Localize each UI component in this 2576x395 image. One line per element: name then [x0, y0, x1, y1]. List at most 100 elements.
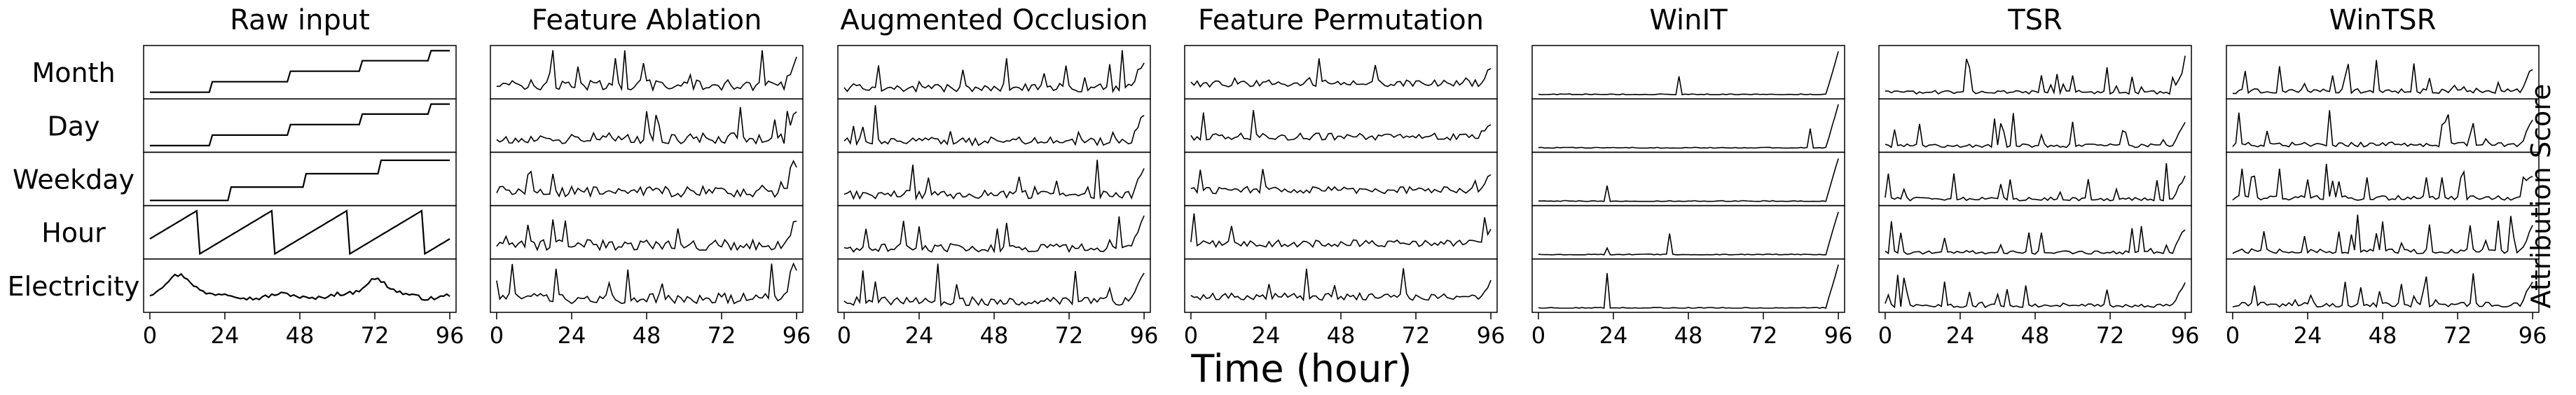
x-tick-label: 48 — [2021, 322, 2050, 349]
x-tick-label: 96 — [436, 322, 464, 349]
x-tick-label: 0 — [143, 322, 157, 349]
series-line-electricity — [496, 262, 797, 305]
series-line-electricity — [149, 272, 450, 301]
panel-title: WinIT — [1649, 4, 1728, 36]
panels-layer: Raw input 0 24 48 72 96 Feature Ablation 0 24 48 7… — [8, 4, 2547, 349]
series-line-day — [1538, 104, 1839, 149]
series-line-month — [496, 50, 797, 92]
series-line-day — [149, 103, 450, 146]
subplot-frame-weekday — [490, 151, 804, 207]
series-line-day — [843, 105, 1145, 147]
subplot-frame-month — [837, 45, 1151, 99]
series-line-month — [843, 50, 1145, 94]
panel-6: WinTSR 0 24 48 72 96 — [2226, 4, 2547, 349]
x-tick-label: 48 — [980, 322, 1009, 349]
x-tick-label: 48 — [1327, 322, 1356, 349]
x-tick-label: 48 — [1674, 322, 1703, 349]
subplot-frame-month — [143, 45, 457, 99]
subplot-frame-weekday — [837, 151, 1151, 207]
subplot-frame-hour — [1184, 205, 1498, 260]
x-tick-label: 72 — [1055, 322, 1084, 349]
series-line-hour — [1538, 212, 1839, 256]
panel-title: Augmented Occlusion — [840, 4, 1148, 36]
x-tick-label: 48 — [286, 322, 315, 349]
series-line-electricity — [2232, 273, 2533, 308]
series-line-weekday — [843, 160, 1145, 201]
series-line-weekday — [2232, 163, 2533, 201]
subplot-frame-electricity — [490, 258, 804, 313]
subplot-frame-hour — [1531, 205, 1845, 260]
panel-title: TSR — [2007, 4, 2062, 36]
series-line-weekday — [1190, 169, 1492, 195]
series-line-electricity — [1885, 275, 2186, 309]
panel-2: Augmented Occlusion 0 24 48 72 96 — [837, 4, 1159, 349]
x-tick-label: 0 — [1531, 322, 1545, 349]
x-tick-label: 24 — [211, 322, 240, 349]
series-line-hour — [496, 219, 797, 251]
subplot-frame-day — [1531, 98, 1845, 153]
subplot-frame-weekday — [1531, 151, 1845, 207]
subplot-frame-electricity — [1531, 258, 1845, 313]
x-tick-label: 96 — [2171, 322, 2200, 349]
panel-0: Raw input 0 24 48 72 96 — [143, 4, 464, 349]
panel-title: Feature Permutation — [1198, 4, 1484, 36]
series-line-month — [1885, 55, 2186, 95]
x-tick-label: 72 — [1402, 322, 1431, 349]
x-tick-label: 96 — [2519, 322, 2547, 349]
feature-labels: Month Day Weekday Hour Electricity — [8, 57, 140, 302]
x-tick-label: 72 — [708, 322, 736, 349]
x-tick-label: 24 — [1252, 322, 1281, 349]
series-line-day — [1190, 110, 1492, 141]
x-tick-label: 0 — [1184, 322, 1198, 349]
subplot-frame-hour — [2226, 205, 2540, 260]
series-line-weekday — [1538, 158, 1839, 202]
feature-label: Weekday — [13, 165, 135, 195]
y-axis-label: Attribution Score — [2526, 84, 2556, 309]
subplot-frame-month — [490, 45, 804, 99]
x-tick-label: 96 — [1824, 322, 1853, 349]
series-line-weekday — [1885, 162, 2186, 202]
series-line-month — [1538, 51, 1839, 96]
panel-1: Feature Ablation 0 24 48 72 96 — [490, 4, 811, 349]
series-line-electricity — [843, 263, 1145, 307]
subplot-frame-weekday — [2226, 151, 2540, 207]
series-line-day — [1885, 113, 2186, 148]
subplot-frame-month — [1531, 45, 1845, 99]
series-line-electricity — [1538, 264, 1839, 309]
x-tick-label: 72 — [1749, 322, 1778, 349]
x-tick-label: 0 — [490, 322, 504, 349]
x-tick-label: 24 — [558, 322, 586, 349]
x-tick-label: 48 — [2369, 322, 2397, 349]
panel-5: TSR 0 24 48 72 96 — [1878, 4, 2200, 349]
x-tick-label: 72 — [2444, 322, 2472, 349]
subplot-frame-month — [1184, 45, 1498, 99]
series-line-weekday — [149, 159, 450, 202]
series-line-hour — [2232, 214, 2533, 254]
panel-3: Feature Permutation 0 24 48 72 96 — [1184, 4, 1506, 349]
feature-label: Electricity — [8, 271, 140, 302]
x-tick-label: 24 — [905, 322, 934, 349]
panel-title: WinTSR — [2329, 4, 2437, 36]
series-line-electricity — [1190, 268, 1492, 302]
x-tick-label: 24 — [2294, 322, 2322, 349]
subplot-frame-electricity — [837, 258, 1151, 313]
x-tick-label: 96 — [1130, 322, 1159, 349]
x-tick-label: 72 — [2096, 322, 2125, 349]
subplot-frame-day — [1878, 98, 2192, 153]
x-tick-label: 0 — [2226, 322, 2240, 349]
series-line-weekday — [496, 160, 797, 198]
series-line-month — [2232, 60, 2533, 95]
feature-label: Hour — [41, 218, 106, 249]
series-line-hour — [149, 209, 450, 256]
x-tick-label: 96 — [783, 322, 811, 349]
x-tick-label: 24 — [1599, 322, 1628, 349]
x-tick-label: 96 — [1477, 322, 1506, 349]
x-tick-label: 0 — [837, 322, 851, 349]
series-line-day — [2232, 110, 2533, 148]
subplot-frame-electricity — [1184, 258, 1498, 313]
panel-title: Feature Ablation — [532, 4, 762, 36]
series-line-hour — [1190, 213, 1492, 249]
subplot-frame-weekday — [1184, 151, 1498, 207]
x-tick-label: 24 — [1946, 322, 1975, 349]
